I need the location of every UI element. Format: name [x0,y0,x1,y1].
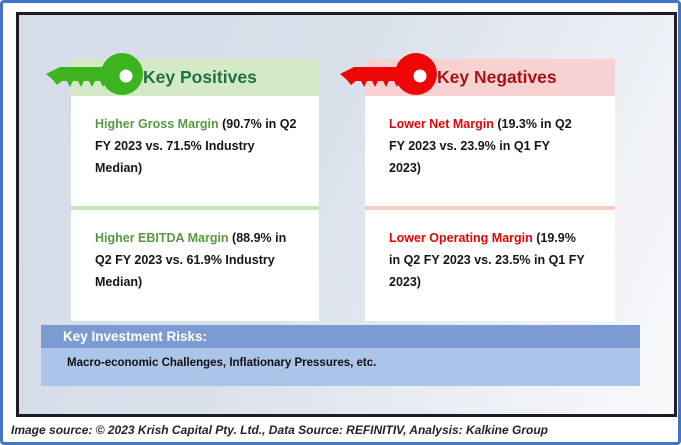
negative-highlight: Lower Net Margin [389,117,494,131]
positive-card-text: Higher EBITDA Margin (88.9% in Q2 FY 202… [95,227,305,293]
negatives-divider [365,206,615,210]
green-key-icon [46,53,143,95]
positives-divider [71,206,319,210]
positive-highlight: Higher EBITDA Margin [95,231,229,245]
risks-content: Macro-economic Challenges, Inflationary … [67,357,377,369]
red-key-icon [340,53,437,95]
negative-detail: (19.3% in Q2 FY 2023 vs. 23.9% in Q1 FY … [389,117,572,175]
negative-card-net-margin: Lower Net Margin (19.3% in Q2 FY 2023 vs… [365,96,615,206]
negative-card-text: Lower Net Margin (19.3% in Q2 FY 2023 vs… [389,113,585,179]
negative-detail: (19.9% in Q2 FY 2023 vs. 23.5% in Q1 FY … [389,231,585,289]
risks-title-bar: Key Investment Risks: [41,325,640,348]
negatives-title: Key Negatives [437,67,557,87]
positive-card-text: Higher Gross Margin (90.7% in Q2 FY 2023… [95,113,305,179]
positive-detail: (88.9% in Q2 FY 2023 vs. 61.9% Industry … [95,231,287,289]
negative-card-operating-margin: Lower Operating Margin (19.9% in Q2 FY 2… [365,210,615,321]
risks-content-bar: Macro-economic Challenges, Inflationary … [41,348,640,386]
positive-highlight: Higher Gross Margin [95,117,219,131]
positive-detail: (90.7% in Q2 FY 2023 vs. 71.5% Industry … [95,117,297,175]
risks-title: Key Investment Risks: [63,329,208,344]
content-frame: Key Positives Higher Gross Margin (90.7%… [16,12,677,417]
negative-highlight: Lower Operating Margin [389,231,533,245]
positives-title: Key Positives [143,67,257,87]
source-caption: Image source: © 2023 Krish Capital Pty. … [11,423,548,437]
positive-card-gross-margin: Higher Gross Margin (90.7% in Q2 FY 2023… [71,96,319,206]
positive-card-ebitda-margin: Higher EBITDA Margin (88.9% in Q2 FY 202… [71,210,319,321]
negative-card-text: Lower Operating Margin (19.9% in Q2 FY 2… [389,227,585,293]
